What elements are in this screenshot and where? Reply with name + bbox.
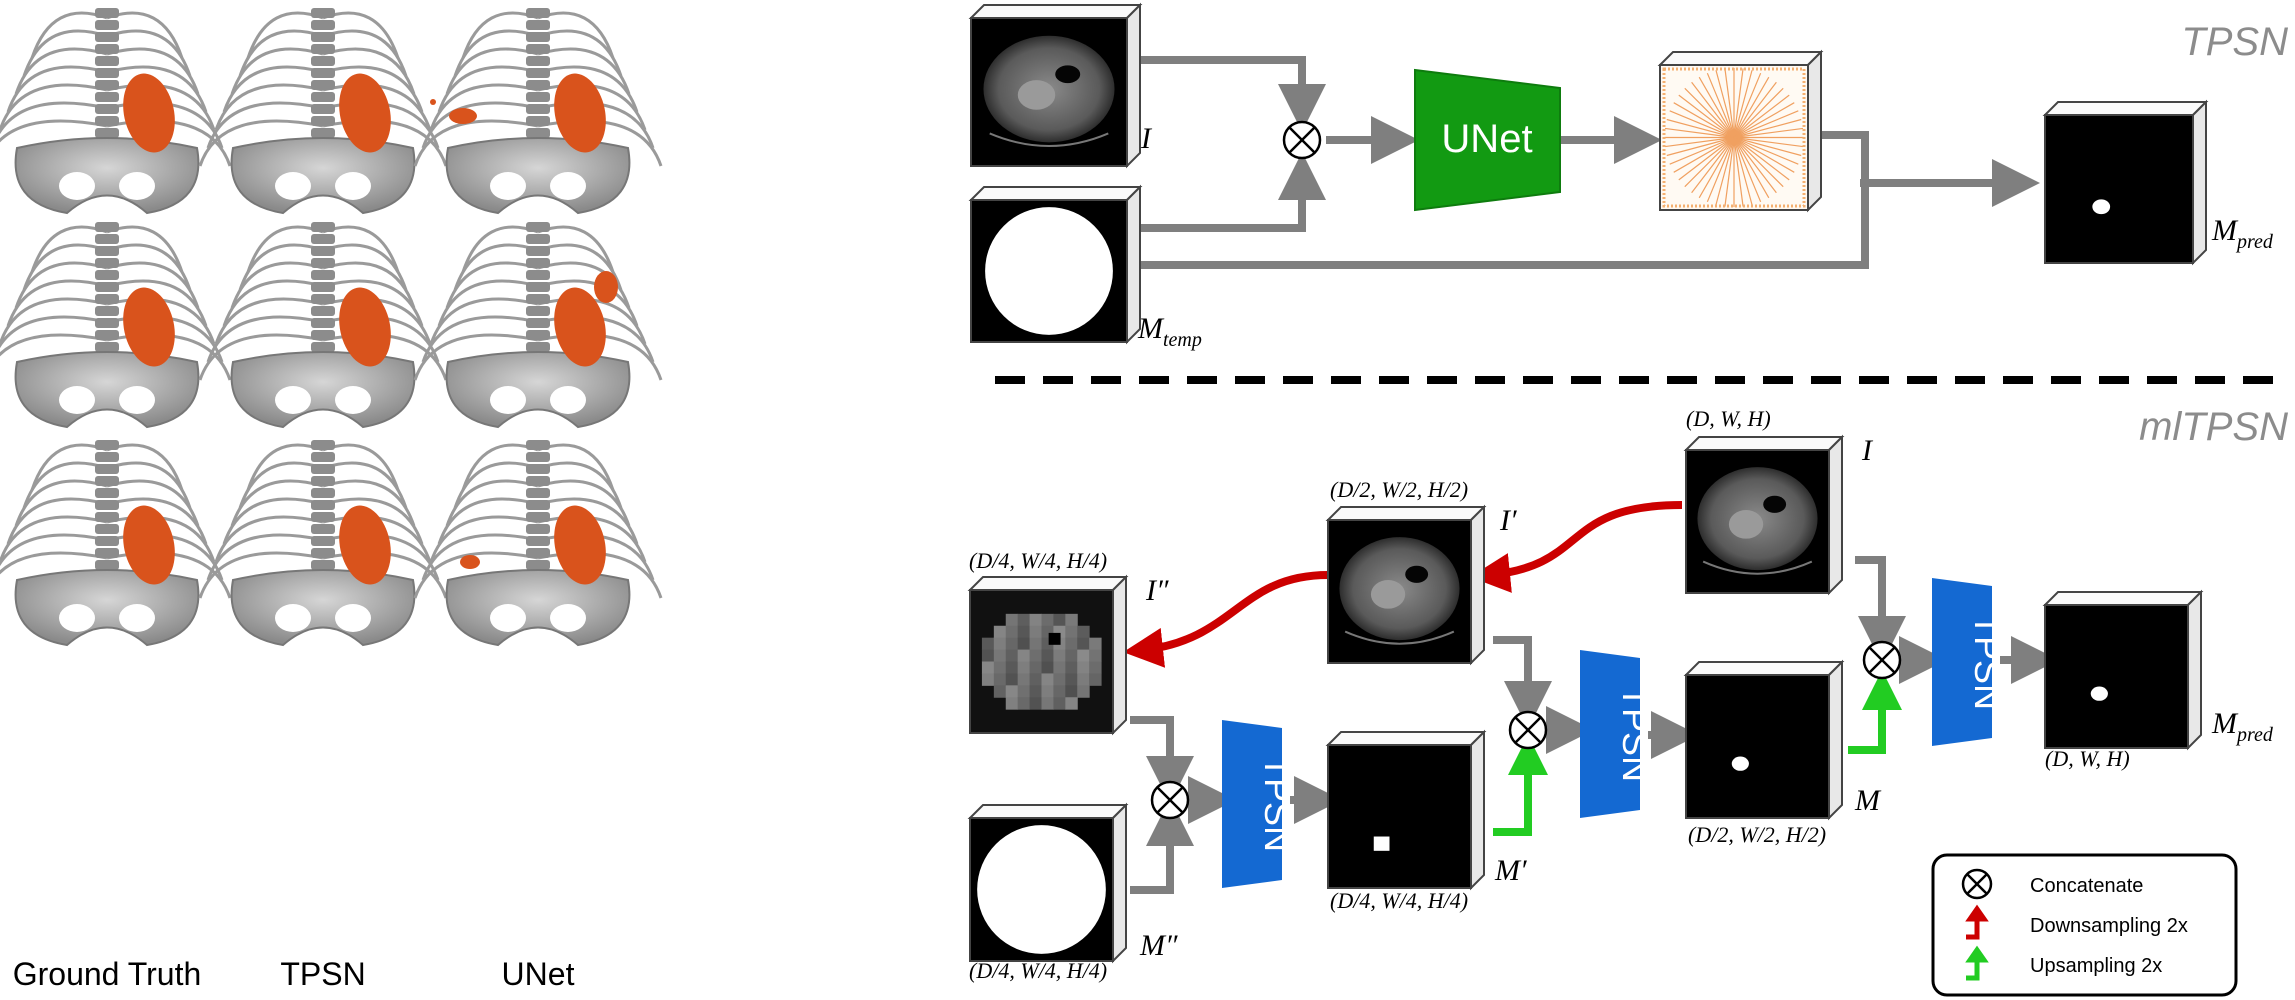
legend-downsampling: Downsampling 2x [2030,915,2188,937]
m-prime-dims: (D/4, W/4, H/4) [1330,888,1468,913]
mltpsn-section-title: mlTPSN [2139,405,2288,449]
tpsn-section-title: TPSN [2181,20,2288,64]
tpsn-concat-icon [1282,120,1322,160]
m-label: M [1854,784,1882,817]
template-label: M″ [1139,929,1178,962]
tpsn-block-3: TPSN [1932,578,2008,746]
tpsn-pred-label: Mpred [2211,214,2274,253]
concat-icon [1961,868,1993,900]
tpsn-template-label: Mtemp [1137,312,1202,351]
mltpsn-pred-label: Mpred [2211,707,2274,746]
concat-icon-1 [1150,780,1190,820]
mltpsn-quarter-res-image [967,574,1129,736]
m-prime-label: M′ [1494,854,1527,887]
legend-upsampling: Upsampling 2x [2030,955,2162,977]
render-panel [0,8,663,647]
tpsn-block-2: TPSN [1580,650,1656,818]
downsampling-arrows [1123,501,1683,668]
tpsn-template [968,184,1143,345]
tpsn-arrows [1130,56,2040,269]
downsample-arrow-icon [1965,904,1989,940]
upsampling-arrows [1493,670,1902,836]
upsample-arrow-icon [1965,945,1989,981]
concat-icon-3 [1862,640,1902,680]
tpsn-block-3-label: TPSN [1967,614,2008,710]
legend-concatenate: Concatenate [2030,875,2143,897]
legend: Concatenate Downsampling 2x Upsampling 2… [1931,853,2238,997]
mltpsn-full-res-image [1683,434,1845,596]
deformation-field [1657,49,1824,213]
tpsn-block-1: TPSN [1222,720,1298,888]
column-label-tpsn: TPSN [280,956,365,992]
mltpsn-template [967,802,1129,964]
template-dims: (D/4, W/4, H/4) [969,958,1107,983]
m-prime-mask [1325,729,1487,891]
column-label-unet: UNet [502,956,575,992]
tpsn-block-1-label: TPSN [1257,756,1298,852]
m-dims: (D/2, W/2, H/2) [1688,822,1826,847]
full-res-dims: (D, W, H) [1686,406,1771,431]
mltpsn-prediction-mask [2042,589,2204,751]
tpsn-block-2-label: TPSN [1615,686,1656,782]
mltpsn-half-res-image [1325,504,1487,666]
unet-label: UNet [1441,117,1532,161]
tpsn-prediction-mask [2042,99,2209,266]
m-mask [1683,659,1845,821]
mltpsn-arrows [1130,556,2059,894]
quarter-res-label: I″ [1145,574,1169,607]
half-res-label: I′ [1499,504,1517,537]
unet-block: UNet [1414,68,1561,212]
tpsn-input-image [968,2,1143,169]
column-label-ground-truth: Ground Truth [13,956,202,992]
tpsn-image-label: I [1140,122,1153,155]
mltpsn-pred-dims: (D, W, H) [2045,746,2130,771]
quarter-res-dims: (D/4, W/4, H/4) [969,548,1107,573]
half-res-dims: (D/2, W/2, H/2) [1330,477,1468,502]
full-res-label: I [1861,434,1874,467]
concat-icon-2 [1508,710,1548,750]
